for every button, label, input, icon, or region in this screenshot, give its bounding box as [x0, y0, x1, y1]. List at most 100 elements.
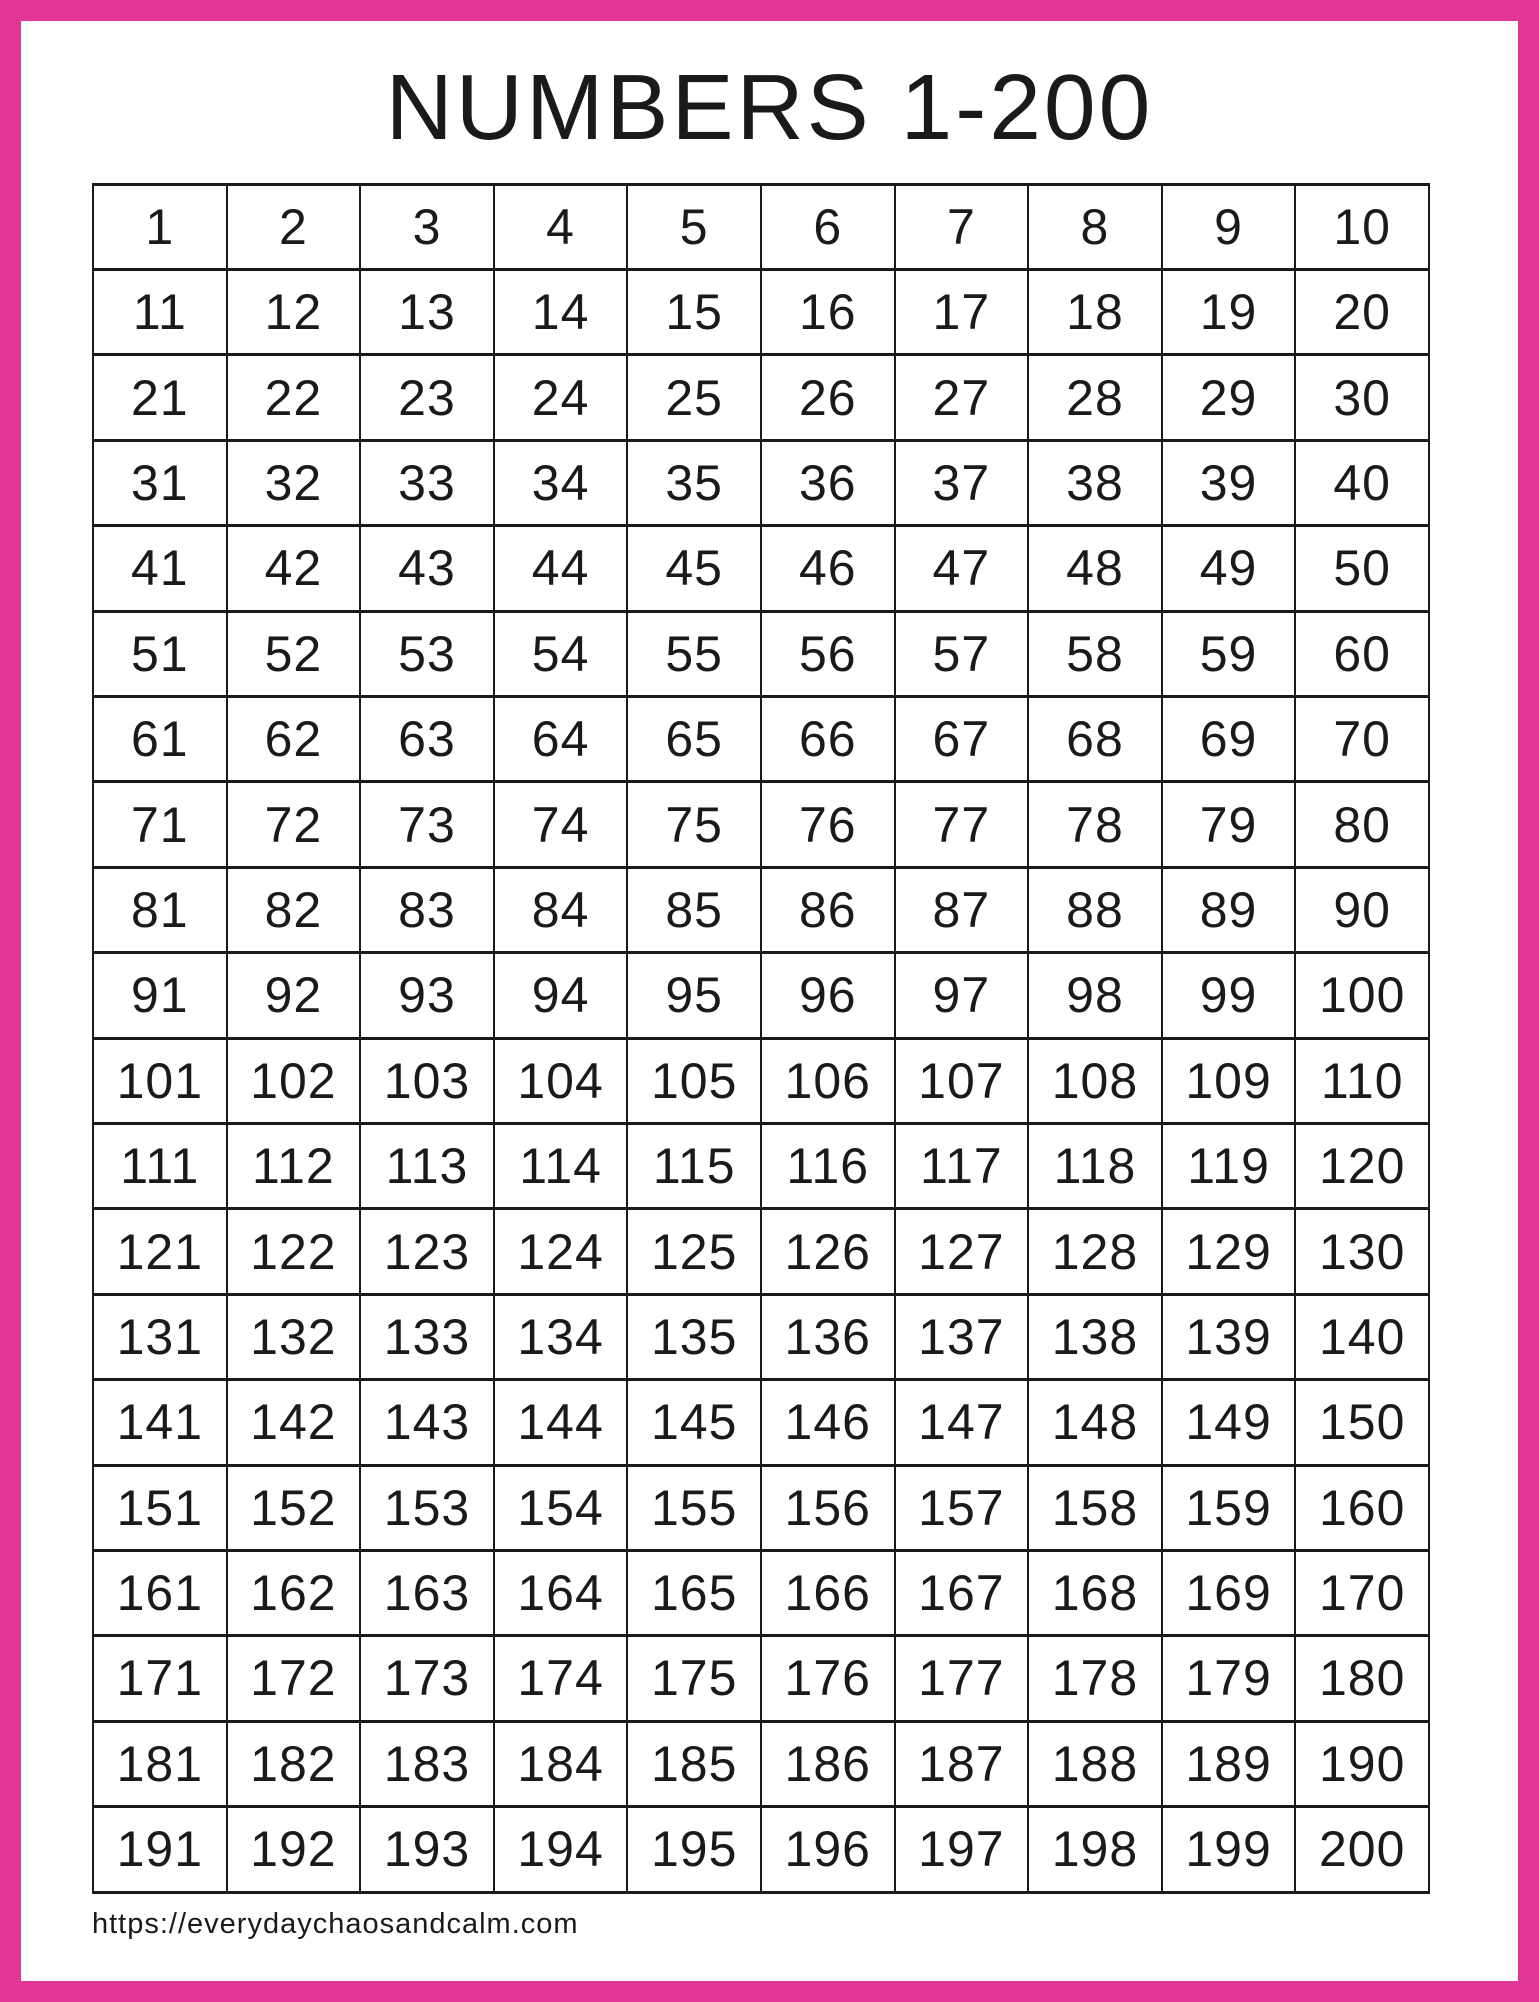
- number-cell: 118: [1027, 1121, 1163, 1211]
- number-cell: 119: [1160, 1121, 1297, 1211]
- number-cell: 120: [1294, 1121, 1430, 1211]
- number-cell: 105: [626, 1036, 762, 1125]
- number-cell: 127: [893, 1207, 1030, 1296]
- number-cell: 25: [626, 353, 762, 442]
- number-cell: 67: [893, 694, 1030, 784]
- table-row: 91 92 93 94 95 96 97 98 99 100: [92, 951, 1430, 1040]
- page-content: NUMBERS 1-200 1 2 3 4 5 6 7 8 9 10 11 12 13 14 15 16 17 1…: [21, 55, 1518, 1981]
- number-cell: 178: [1027, 1634, 1163, 1723]
- number-cell: 66: [759, 694, 896, 784]
- number-cell: 181: [92, 1719, 228, 1809]
- number-cell: 183: [359, 1719, 495, 1809]
- number-cell: 165: [626, 1548, 762, 1638]
- number-cell: 173: [359, 1634, 495, 1723]
- number-cell: 84: [492, 865, 629, 955]
- number-cell: 55: [626, 609, 762, 698]
- number-cell: 167: [893, 1548, 1030, 1638]
- number-cell: 130: [1294, 1207, 1430, 1296]
- number-cell: 103: [359, 1036, 495, 1125]
- number-cell: 125: [626, 1207, 762, 1296]
- number-cell: 60: [1294, 609, 1430, 698]
- number-cell: 79: [1160, 780, 1297, 869]
- number-cell: 160: [1294, 1463, 1430, 1552]
- number-cell: 149: [1160, 1378, 1297, 1467]
- number-cell: 137: [893, 1292, 1030, 1382]
- number-cell: 107: [893, 1036, 1030, 1125]
- number-cell: 179: [1160, 1634, 1297, 1723]
- number-cell: 69: [1160, 694, 1297, 784]
- number-cell: 12: [225, 268, 362, 357]
- number-cell: 47: [893, 524, 1030, 613]
- number-cell: 108: [1027, 1036, 1163, 1125]
- page-title: NUMBERS 1-200: [385, 55, 1154, 159]
- number-cell: 197: [893, 1805, 1030, 1894]
- number-cell: 89: [1160, 865, 1297, 955]
- number-cell: 22: [225, 353, 362, 442]
- number-cell: 143: [359, 1378, 495, 1467]
- number-cell: 65: [626, 694, 762, 784]
- table-row: 171 172 173 174 175 176 177 178 179 180: [92, 1634, 1430, 1723]
- number-cell: 6: [759, 182, 896, 272]
- number-cell: 156: [759, 1463, 896, 1552]
- number-cell: 175: [626, 1634, 762, 1723]
- number-cell: 112: [225, 1121, 362, 1211]
- number-cell: 17: [893, 268, 1030, 357]
- number-cell: 19: [1160, 268, 1297, 357]
- number-cell: 129: [1160, 1207, 1297, 1296]
- number-cell: 51: [92, 609, 228, 698]
- number-cell: 185: [626, 1719, 762, 1809]
- number-cell: 15: [626, 268, 762, 357]
- number-cell: 11: [92, 268, 228, 357]
- number-cell: 90: [1294, 865, 1430, 955]
- number-cell: 194: [492, 1805, 629, 1894]
- number-cell: 131: [92, 1292, 228, 1382]
- number-cell: 104: [492, 1036, 629, 1125]
- number-cell: 3: [359, 182, 495, 272]
- number-cell: 49: [1160, 524, 1297, 613]
- number-cell: 23: [359, 353, 495, 442]
- table-row: 31 32 33 34 35 36 37 38 39 40: [92, 438, 1430, 528]
- number-cell: 35: [626, 438, 762, 528]
- number-cell: 200: [1294, 1805, 1430, 1894]
- number-cell: 96: [759, 951, 896, 1040]
- number-cell: 151: [92, 1463, 228, 1552]
- number-cell: 30: [1294, 353, 1430, 442]
- number-cell: 71: [92, 780, 228, 869]
- number-cell: 57: [893, 609, 1030, 698]
- table-row: 101 102 103 104 105 106 107 108 109 110: [92, 1036, 1430, 1125]
- number-cell: 147: [893, 1378, 1030, 1467]
- number-cell: 97: [893, 951, 1030, 1040]
- number-cell: 14: [492, 268, 629, 357]
- number-cell: 27: [893, 353, 1030, 442]
- number-chart-body: 1 2 3 4 5 6 7 8 9 10 11 12 13 14 15 16 17 18 19 20 21 22 23 24 2…: [92, 182, 1430, 1894]
- number-cell: 187: [893, 1719, 1030, 1809]
- number-cell: 50: [1294, 524, 1430, 613]
- number-cell: 80: [1294, 780, 1430, 869]
- number-cell: 157: [893, 1463, 1030, 1552]
- number-cell: 94: [492, 951, 629, 1040]
- number-cell: 39: [1160, 438, 1297, 528]
- table-row: 1 2 3 4 5 6 7 8 9 10: [92, 182, 1430, 272]
- number-cell: 122: [225, 1207, 362, 1296]
- number-cell: 32: [225, 438, 362, 528]
- number-cell: 52: [225, 609, 362, 698]
- table-row: 181 182 183 184 185 186 187 188 189 190: [92, 1719, 1430, 1809]
- number-cell: 58: [1027, 609, 1163, 698]
- number-cell: 40: [1294, 438, 1430, 528]
- number-cell: 145: [626, 1378, 762, 1467]
- number-cell: 148: [1027, 1378, 1163, 1467]
- number-cell: 184: [492, 1719, 629, 1809]
- number-cell: 116: [759, 1121, 896, 1211]
- number-cell: 139: [1160, 1292, 1297, 1382]
- number-cell: 102: [225, 1036, 362, 1125]
- table-row: 61 62 63 64 65 66 67 68 69 70: [92, 694, 1430, 784]
- number-cell: 42: [225, 524, 362, 613]
- number-cell: 171: [92, 1634, 228, 1723]
- number-cell: 95: [626, 951, 762, 1040]
- number-cell: 177: [893, 1634, 1030, 1723]
- number-cell: 153: [359, 1463, 495, 1552]
- number-cell: 98: [1027, 951, 1163, 1040]
- number-cell: 172: [225, 1634, 362, 1723]
- number-cell: 76: [759, 780, 896, 869]
